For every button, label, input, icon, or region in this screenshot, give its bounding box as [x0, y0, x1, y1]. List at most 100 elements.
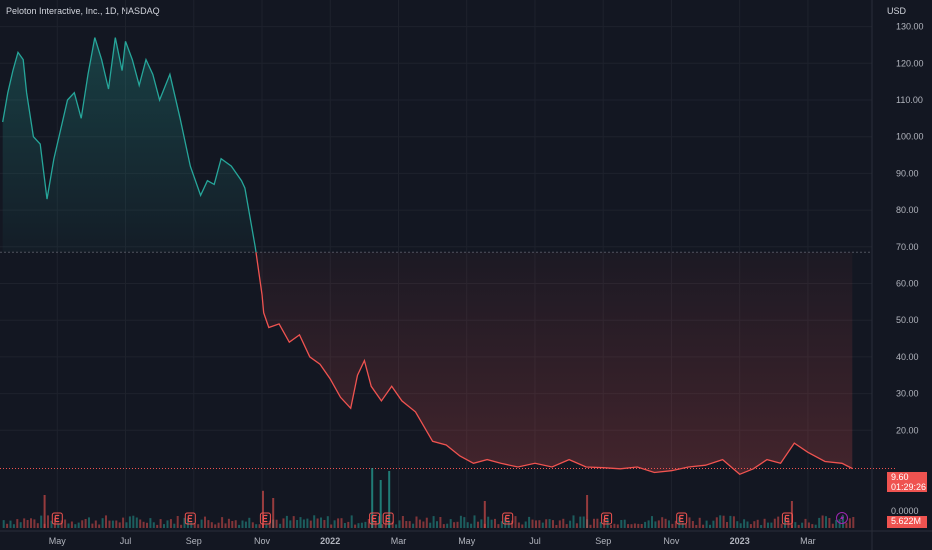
- volume-bar: [360, 522, 363, 528]
- volume-bar: [132, 515, 135, 528]
- price-tick-label: 60.00: [896, 279, 919, 289]
- volume-bar: [674, 520, 677, 528]
- earnings-e-icon[interactable]: [369, 512, 381, 525]
- time-tick-label: Nov: [663, 536, 680, 546]
- volume-spike-bar: [483, 501, 486, 528]
- volume-bar: [326, 516, 329, 528]
- price-line-down: [255, 252, 853, 476]
- earnings-badge-letter: [385, 514, 391, 523]
- volume-bar: [739, 523, 742, 528]
- volume-bar: [709, 524, 711, 528]
- volume-bar: [610, 524, 612, 528]
- volume-bar: [265, 524, 268, 528]
- zero-volume-label: 0.0000: [891, 506, 919, 516]
- volume-bar: [811, 524, 814, 528]
- price-tick-label: 70.00: [896, 242, 919, 252]
- volume-bar: [640, 524, 643, 528]
- volume-bar: [405, 521, 408, 528]
- volume-bar: [248, 517, 251, 528]
- earnings-badge-letter: [505, 514, 510, 523]
- volume-bar: [562, 518, 565, 528]
- volume-bar: [569, 520, 572, 528]
- volume-bar: [401, 516, 404, 528]
- volume-bar: [190, 522, 193, 528]
- volume-bar: [30, 518, 32, 528]
- earnings-badge-frame: [259, 512, 271, 525]
- volume-bar: [524, 521, 527, 528]
- volume-bar: [367, 519, 370, 528]
- volume-bar: [453, 522, 456, 528]
- volume-bar: [282, 518, 285, 528]
- volume-bar: [115, 520, 118, 528]
- volume-bar: [241, 520, 244, 528]
- volume-bar: [487, 516, 490, 528]
- dividend-bolt-icon[interactable]: [836, 512, 848, 524]
- earnings-badge-letter: [372, 514, 377, 523]
- volume-bar: [657, 520, 660, 528]
- price-tick-label: 130.00: [896, 22, 924, 32]
- volume-bar: [350, 515, 353, 528]
- volume-bar: [231, 521, 234, 528]
- volume-bar: [296, 520, 299, 528]
- volume-bar: [204, 516, 206, 528]
- bar-countdown-label: 01:29:26: [891, 482, 927, 492]
- volume-bar: [575, 523, 578, 528]
- earnings-badge-frame: [676, 512, 688, 525]
- volume-bar: [108, 520, 111, 528]
- volume-bar: [480, 519, 483, 528]
- volume-bar: [801, 522, 804, 528]
- price-tick-label: 80.00: [896, 205, 919, 215]
- volume-bar: [596, 518, 599, 528]
- volume-bar: [149, 518, 152, 528]
- time-tick-label: 2022: [320, 536, 340, 546]
- earnings-e-icon[interactable]: [601, 512, 613, 525]
- earnings-e-icon[interactable]: [382, 512, 394, 525]
- earnings-e-icon[interactable]: [259, 512, 271, 525]
- volume-bar: [279, 523, 282, 528]
- earnings-e-icon[interactable]: [502, 512, 514, 525]
- earnings-e-icon[interactable]: [676, 512, 688, 525]
- volume-bar: [309, 520, 312, 528]
- volume-bar: [337, 518, 340, 528]
- dividend-badge-circle: [836, 512, 848, 524]
- volume-bar: [449, 519, 452, 528]
- volume-bar: [743, 519, 746, 528]
- time-tick-label: Mar: [800, 536, 816, 546]
- volume-bar: [343, 523, 346, 528]
- volume-bar: [74, 524, 77, 528]
- volume-bar: [548, 519, 551, 528]
- volume-bar: [159, 519, 162, 528]
- volume-bar: [630, 524, 633, 528]
- volume-bar: [500, 521, 503, 528]
- volume-bar: [146, 522, 148, 528]
- volume-bar: [661, 517, 664, 528]
- volume-bar: [234, 520, 237, 528]
- earnings-badge-letter: [679, 514, 684, 523]
- price-tick-label: 40.00: [896, 352, 919, 362]
- volume-bar: [354, 524, 357, 528]
- volume-bar: [53, 518, 56, 528]
- volume-bar: [494, 518, 496, 528]
- volume-bar: [214, 524, 217, 528]
- volume-bar: [825, 516, 827, 528]
- volume-bar: [9, 520, 12, 528]
- earnings-e-icon[interactable]: [184, 512, 196, 525]
- volume-bar: [565, 524, 568, 528]
- earnings-e-icon[interactable]: [51, 512, 63, 525]
- volume-bar: [333, 520, 336, 528]
- earnings-badge-frame: [781, 512, 793, 525]
- volume-bar: [391, 521, 394, 528]
- volume-bar: [217, 522, 220, 528]
- volume-bar: [166, 520, 169, 528]
- volume-bar: [620, 520, 623, 528]
- volume-bar: [732, 516, 735, 528]
- volume-bar: [446, 523, 449, 528]
- earnings-e-icon[interactable]: [781, 512, 793, 525]
- volume-bar: [616, 524, 619, 528]
- volume-bar: [746, 521, 749, 528]
- volume-bar: [183, 517, 186, 528]
- volume-bar: [842, 515, 844, 528]
- volume-bar: [408, 521, 411, 528]
- volume-bar: [749, 524, 752, 528]
